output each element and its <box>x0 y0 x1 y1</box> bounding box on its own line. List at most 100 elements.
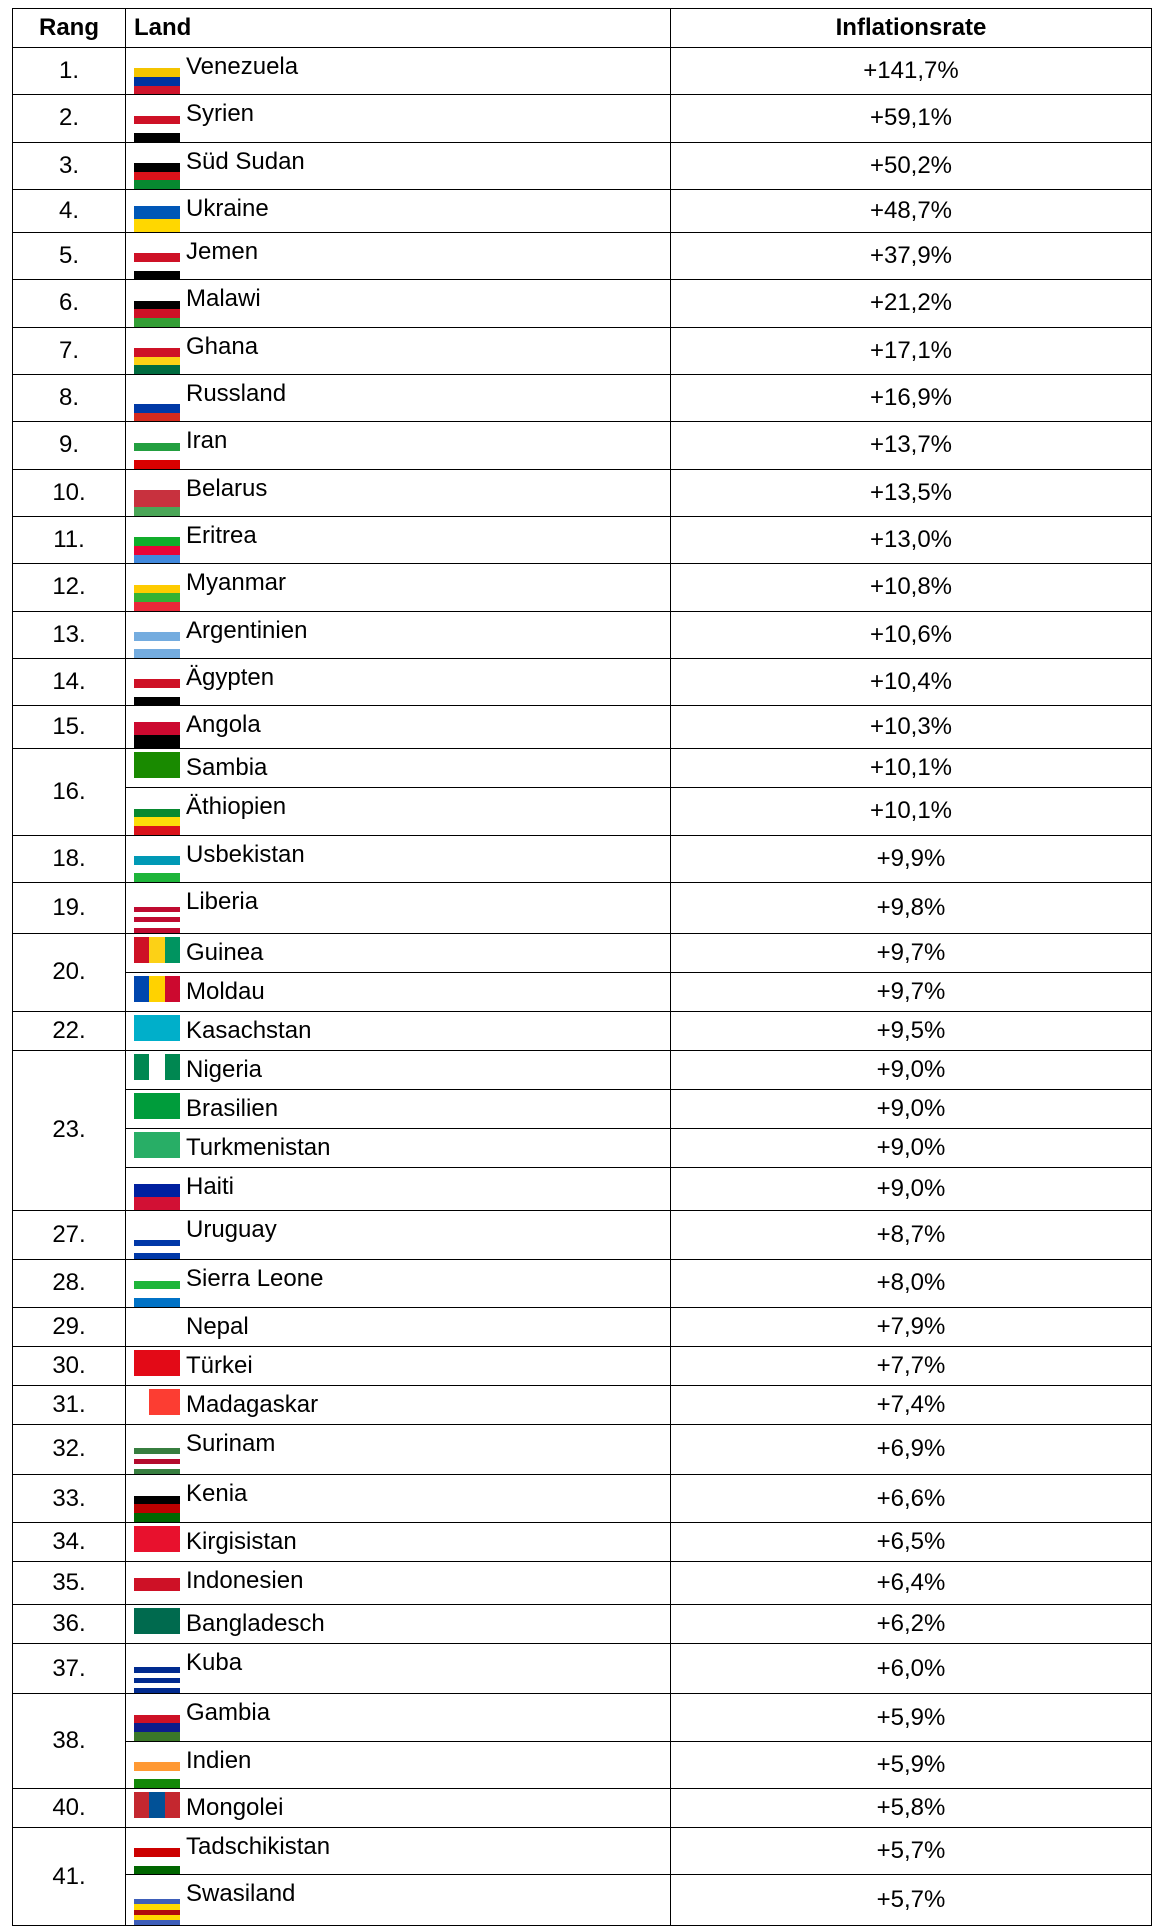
table-row: Indien +5,9% <box>13 1740 1152 1790</box>
rate-cell: +10,3% <box>670 705 1152 750</box>
rate-cell: +10,1% <box>670 748 1152 789</box>
flag-icon <box>134 1762 180 1788</box>
land-cell: Gambia <box>125 1693 671 1742</box>
rank-cell: 36. <box>12 1603 126 1644</box>
table-row: 40. Mongolei +5,8% <box>12 1788 1152 1829</box>
land-cell: Indonesien <box>125 1560 671 1605</box>
table-row: 14. Ägypten +10,4% <box>12 657 1152 707</box>
table-row: Brasilien +9,0% <box>13 1088 1152 1129</box>
country-name: Kenia <box>186 1480 248 1508</box>
land-cell: Ukraine <box>125 188 671 233</box>
rank-cell: 20. <box>12 932 126 1012</box>
table-row: 23. Nigeria +9,0% <box>12 1049 1152 1211</box>
country-name: Indien <box>186 1746 252 1774</box>
land-cell: Usbekistan <box>125 834 671 883</box>
rate-cell: +6,2% <box>670 1603 1152 1644</box>
land-cell: Ägypten <box>125 657 671 707</box>
land-cell: Jemen <box>125 231 671 281</box>
rate-cell: +10,4% <box>670 657 1152 707</box>
flag-icon <box>134 300 180 327</box>
table-row: 3. Süd Sudan +50,2% <box>12 141 1152 190</box>
flag-icon <box>134 205 180 232</box>
land-cell: Venezuela <box>125 46 671 96</box>
rank-cell: 12. <box>12 563 126 612</box>
rate-cell: +6,4% <box>670 1560 1152 1605</box>
flag-icon <box>134 1092 180 1119</box>
flag-icon <box>134 1577 180 1604</box>
country-name: Tadschikistan <box>186 1833 331 1861</box>
land-cell: Sambia <box>125 748 671 789</box>
rate-cell: +13,0% <box>670 515 1152 565</box>
rank-cell: 33. <box>12 1474 126 1523</box>
country-name: Usbekistan <box>186 840 305 868</box>
rate-cell: +8,0% <box>670 1259 1152 1308</box>
land-cell: Kasachstan <box>125 1010 671 1051</box>
rank-cell: 14. <box>12 657 126 707</box>
flag-icon <box>134 808 180 835</box>
rate-cell: +5,8% <box>670 1788 1152 1829</box>
flag-icon <box>134 936 180 963</box>
flag-icon <box>134 1388 180 1415</box>
rank-cell: 7. <box>12 326 126 375</box>
table-row: 37. Kuba +6,0% <box>12 1642 1152 1695</box>
country-name: Mongolei <box>186 1794 284 1822</box>
flag-icon <box>134 752 180 779</box>
table-row: 29. Nepal +7,9% <box>12 1306 1152 1347</box>
table-row: 32. Surinam +6,9% <box>12 1423 1152 1476</box>
table-row: 8. Russland +16,9% <box>12 373 1152 423</box>
land-cell: Äthiopien <box>125 787 671 836</box>
country-name: Gambia <box>186 1699 271 1727</box>
flag-icon <box>134 584 180 611</box>
table-row: 15. Angola +10,3% <box>12 705 1152 750</box>
rank-cell: 8. <box>12 373 126 423</box>
flag-icon <box>134 631 180 658</box>
country-name: Bangladesch <box>186 1609 325 1637</box>
rank-cell: 11. <box>12 515 126 565</box>
rate-cell: +9,5% <box>670 1010 1152 1051</box>
flag-icon <box>134 347 180 374</box>
country-name: Syrien <box>186 100 255 128</box>
rank-cell: 41. <box>12 1827 126 1926</box>
flag-icon <box>134 395 180 421</box>
country-name: Surinam <box>186 1429 276 1457</box>
rate-cell: +59,1% <box>670 94 1152 143</box>
rate-cell: +6,0% <box>670 1642 1152 1695</box>
country-name: Turkmenistan <box>186 1133 331 1161</box>
land-cell: Moldau <box>125 971 671 1012</box>
table-row: 7. Ghana +17,1% <box>12 326 1152 375</box>
land-cell: Nigeria <box>125 1049 671 1090</box>
table-row: 35. Indonesien +6,4% <box>12 1560 1152 1605</box>
header-cell: Land <box>125 8 671 48</box>
flag-icon <box>134 1310 180 1337</box>
table-row: 28. Sierra Leone +8,0% <box>12 1259 1152 1308</box>
country-name: Ägypten <box>186 663 275 691</box>
land-cell: Iran <box>125 421 671 470</box>
rate-cell: +10,8% <box>670 563 1152 612</box>
rate-cell: +17,1% <box>670 326 1152 375</box>
land-cell: Uruguay <box>125 1209 671 1261</box>
flag-icon <box>134 1014 180 1041</box>
land-cell: Ghana <box>125 326 671 375</box>
rate-cell: +5,9% <box>670 1693 1152 1742</box>
land-cell: Eritrea <box>125 515 671 565</box>
land-cell: Türkei <box>125 1345 671 1386</box>
country-name: Ghana <box>186 332 259 360</box>
land-cell: Liberia <box>125 881 671 934</box>
table-row: 13. Argentinien +10,6% <box>12 610 1152 659</box>
table-row: 33. Kenia +6,6% <box>12 1474 1152 1523</box>
table-row: 10. Belarus +13,5% <box>12 468 1152 517</box>
table-row: Turkmenistan +9,0% <box>13 1127 1152 1168</box>
flag-icon <box>134 68 180 94</box>
header-cell: Rang <box>12 8 126 48</box>
rate-cell: +16,9% <box>670 373 1152 423</box>
rank-cell: 27. <box>12 1209 126 1261</box>
rank-cell: 18. <box>12 834 126 883</box>
table-row: 16. Sambia +10,1% <box>12 748 1152 836</box>
rate-cell: +9,8% <box>670 881 1152 934</box>
country-name: Kuba <box>186 1648 243 1676</box>
country-name: Madagaskar <box>186 1390 319 1418</box>
flag-icon <box>134 489 180 516</box>
table-row: 18. Usbekistan +9,9% <box>12 834 1152 883</box>
rank-cell: 22. <box>12 1010 126 1051</box>
flag-icon <box>134 975 180 1002</box>
